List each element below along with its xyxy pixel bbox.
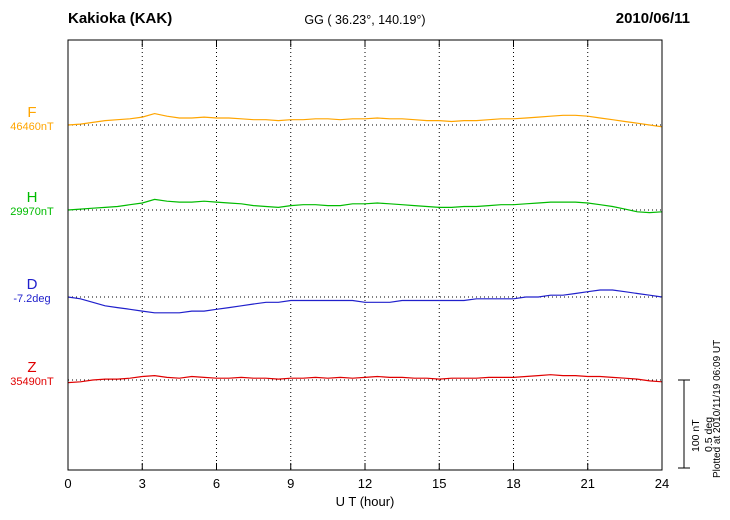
series-letter-z: Z [27, 359, 37, 376]
series-baseline-z: 35490nT [10, 376, 54, 388]
trace-z [67, 374, 663, 384]
series-letter-h: H [26, 189, 38, 206]
series-label-d: D -7.2deg [2, 276, 62, 306]
trace-h [67, 198, 663, 214]
x-tick-label: 18 [506, 476, 521, 491]
scale-nt-label: 100 nT [690, 419, 702, 452]
series-label-h: H 29970nT [2, 189, 62, 219]
series-label-f: F 46460nT [2, 104, 62, 134]
series-letter-f: F [27, 104, 37, 121]
series-letter-d: D [26, 276, 38, 293]
plot-date: 2010/06/11 [615, 10, 690, 27]
x-tick-label: 0 [64, 476, 72, 491]
x-axis-label: U T (hour) [335, 494, 395, 509]
x-tick-label: 12 [357, 476, 373, 491]
x-tick-label: 24 [654, 476, 670, 491]
x-tick-label: 21 [580, 476, 595, 491]
plotted-at-note: Plotted at 2010/11/19 06:09 UT [712, 339, 723, 478]
series-label-z: Z 35490nT [2, 359, 62, 389]
x-tick-label: 9 [287, 476, 295, 491]
series-baseline-d: -7.2deg [13, 293, 51, 305]
x-tick-label: 15 [432, 476, 447, 491]
x-tick-label: 3 [138, 476, 146, 491]
x-tick-label: 6 [212, 476, 221, 491]
series-baseline-h: 29970nT [10, 206, 54, 218]
geographic-coords: GG ( 36.23°, 140.19°) [304, 13, 426, 27]
trace-d [67, 289, 663, 314]
trace-f [67, 112, 663, 128]
station-title: Kakioka (KAK) [68, 10, 173, 27]
series-baseline-f: 46460nT [10, 121, 54, 133]
